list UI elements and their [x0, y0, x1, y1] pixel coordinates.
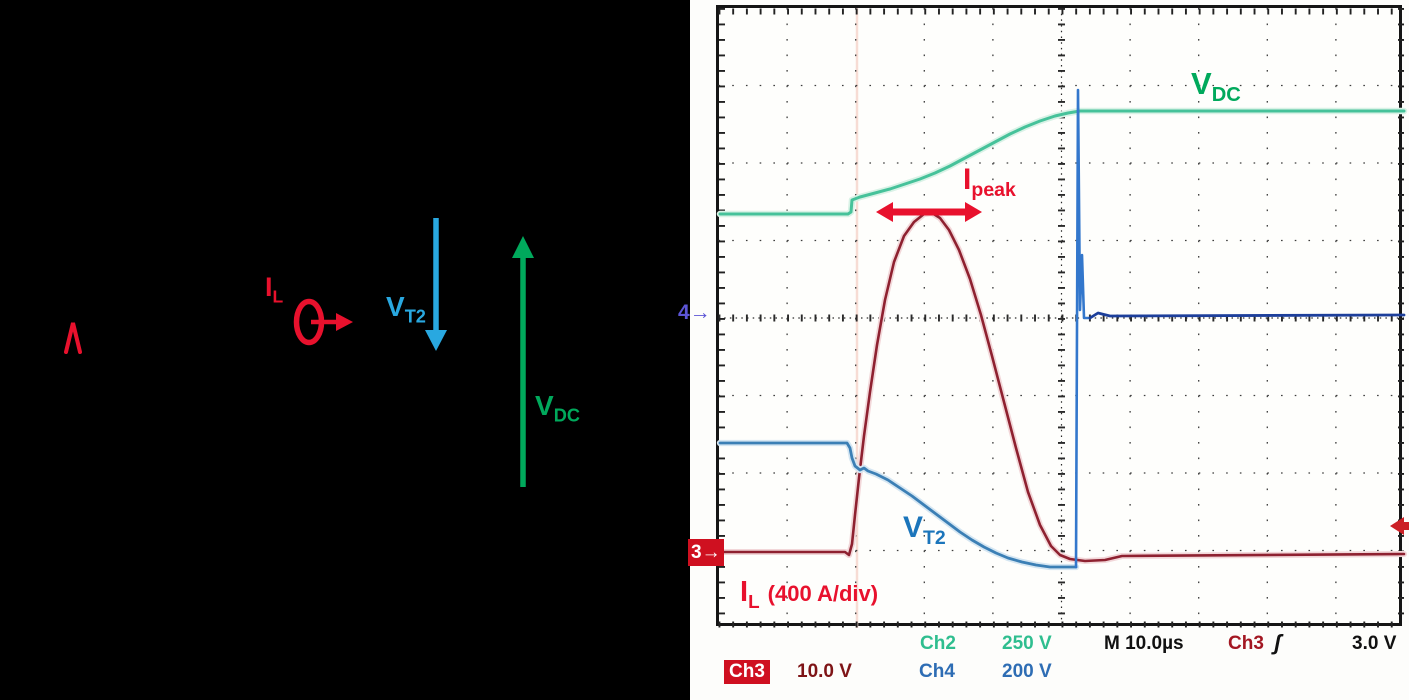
vdc-arrowhead-icon: [512, 236, 534, 258]
scope-vt2-sub: T2: [923, 527, 946, 549]
trigger-level-arrow-icon: [1390, 517, 1409, 535]
readout-timebase: M 10.0µs: [1104, 633, 1184, 654]
trigger-edge-icon: ʃ: [1274, 630, 1282, 655]
scope-il-main: I: [740, 576, 749, 608]
vt2-label-sub: T2: [404, 306, 426, 327]
scope-ipeak-label: Ipeak: [963, 165, 1016, 201]
scope-annotation-icons: [876, 202, 1409, 535]
vdc-label: VDC: [535, 392, 580, 425]
ipeak-arrowhead-right-icon: [965, 202, 982, 222]
scope-vdc-label: VDC: [1191, 68, 1241, 105]
readout-ch3-badge: Ch3: [724, 660, 770, 684]
scope-vt2-main: V: [903, 511, 924, 544]
il-label-sub: L: [272, 286, 284, 307]
vt2-arrowhead-icon: [425, 330, 447, 351]
ch3-zero-marker: 3→: [688, 539, 724, 566]
scope-il-label: IL (400 A/div): [740, 578, 878, 612]
vt2-label-main: V: [386, 291, 405, 322]
ipeak-arrowhead-left-icon: [876, 202, 893, 222]
scope-ipeak-main: I: [963, 163, 972, 196]
scope-vdc-sub: DC: [1211, 84, 1241, 107]
vt2-label: VT2: [386, 293, 426, 326]
scope-ipeak-sub: peak: [971, 179, 1016, 201]
readout-trigger-source: Ch3: [1228, 633, 1264, 654]
trace-v-t2-ch4-after-spike: [1088, 311, 1406, 320]
waveform-traces: [716, 88, 1408, 571]
il-label: IL: [265, 274, 283, 306]
scope-il-scale-note: (400 A/div): [767, 581, 879, 606]
red-caret-icon: [64, 322, 82, 354]
vdc-label-main: V: [535, 390, 554, 421]
vdc-label-sub: DC: [553, 405, 580, 426]
trace-v-dc-ch2-: [718, 109, 1406, 216]
readout-ch2-scale: 250 V: [1002, 633, 1052, 654]
scope-vt2-label: VT2: [903, 513, 946, 549]
ch4-zero-marker: 4→: [678, 301, 711, 324]
circuit-annotation-icons: [64, 218, 534, 487]
current-arrowhead-icon: [336, 313, 353, 331]
readout-ch3-scale: 10.0 V: [797, 661, 852, 682]
readout-ch4-name: Ch4: [919, 661, 955, 682]
readout-ch4-scale: 200 V: [1002, 661, 1052, 682]
il-label-main: I: [265, 272, 273, 302]
graticule-grid: [718, 8, 1405, 628]
circuit-panel: IL VT2 VDC: [0, 0, 690, 700]
trace-v-t2-ch4-before-during-pulse: [718, 441, 1078, 569]
readout-ch2-name: Ch2: [920, 633, 956, 654]
trace-v-t2-ch4-turn-off-spike: [1074, 88, 1092, 569]
readout-trigger-level: 3.0 V: [1352, 633, 1397, 654]
scope-vdc-main: V: [1191, 66, 1212, 101]
scope-il-sub: L: [748, 590, 760, 612]
